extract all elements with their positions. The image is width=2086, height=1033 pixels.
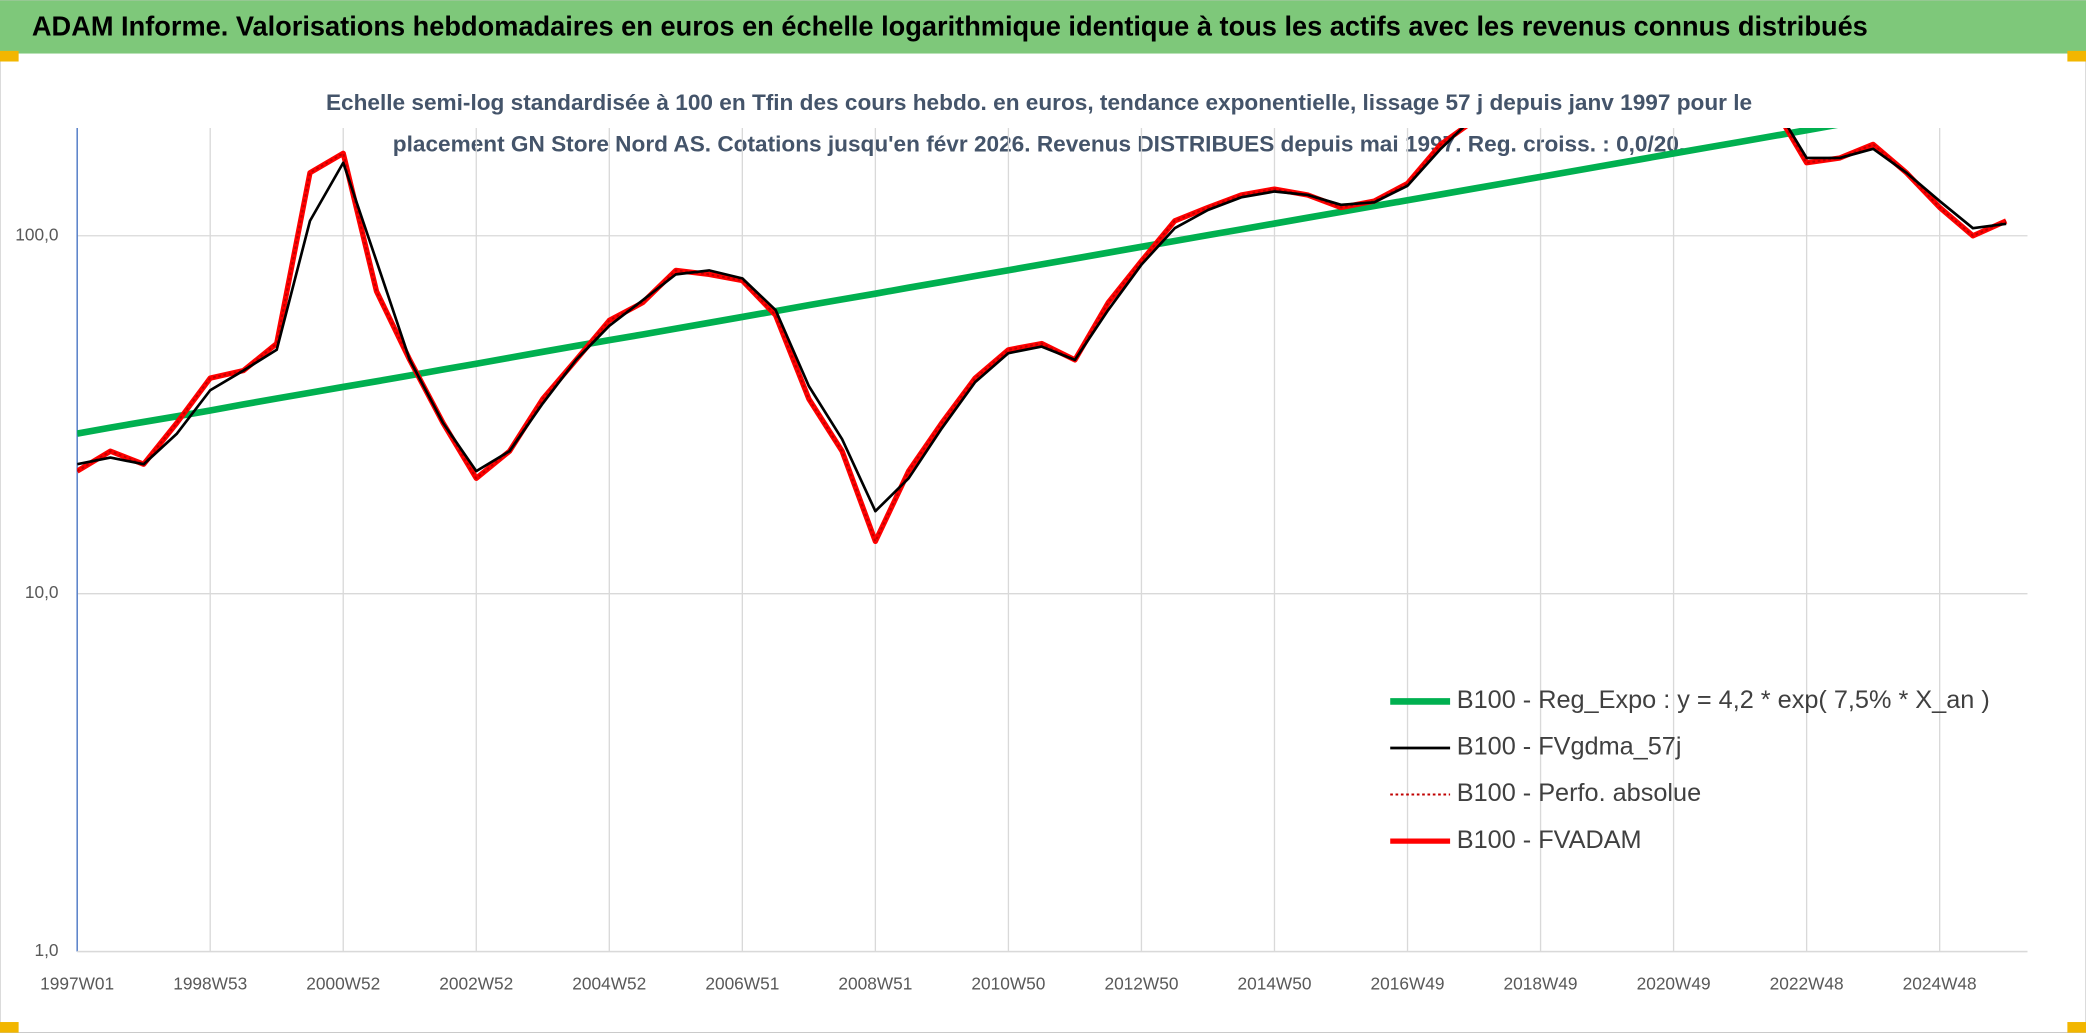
legend-label: B100 - FVADAM [1457,826,1642,854]
x-tick-label: 2004W52 [572,973,646,993]
x-tick-label: 2016W49 [1371,973,1445,993]
x-tick-label: 2018W49 [1504,973,1578,993]
y-tick-label: 10,0 [25,582,59,602]
legend-label: B100 - Perfo. absolue [1457,779,1701,807]
legend: B100 - Reg_Expo : y = 4,2 * exp( 7,5% * … [1390,686,1990,854]
x-tick-label: 2006W51 [705,973,779,993]
x-tick-label: 2014W50 [1237,973,1311,993]
series-line [77,128,2007,513]
x-tick-label: 2010W50 [971,973,1045,993]
chart-subtitle: Echelle semi-log standardisée à 100 en T… [326,90,1752,115]
x-tick-label: 2000W52 [306,973,380,993]
header-bar [0,0,2086,54]
series-line [77,128,2007,543]
series-line [77,128,1838,437]
grid: 1,0 10,0 100,0 1997W01 1998W53 2000W52 2002W52… [15,128,2028,993]
x-tick-label: 2024W48 [1903,973,1977,993]
x-tick-label: 2020W49 [1637,973,1711,993]
corner [0,50,19,62]
plot-lines [77,128,2008,545]
x-tick-label: 1997W01 [40,973,114,993]
y-tick-label: 1,0 [35,940,59,960]
x-tick-label: 2008W51 [838,973,912,993]
x-tick-label: 2022W48 [1770,973,1844,993]
legend-label: B100 - Reg_Expo : y = 4,2 * exp( 7,5% * … [1457,686,1990,714]
x-tick-label: 1998W53 [173,973,247,993]
y-tick-label: 100,0 [15,224,58,244]
corner [0,1022,19,1033]
corner [2067,50,2086,62]
x-tick-label: 2012W50 [1104,973,1178,993]
corner [2067,1022,2086,1033]
chart-title: ADAM Informe. Valorisations hebdomadaire… [32,11,1868,42]
x-tick-label: 2002W52 [439,973,513,993]
chart-subtitle: placement GN Store Nord AS. Cotations ju… [393,131,1685,156]
legend-label: B100 - FVgdma_57j [1457,733,1682,761]
